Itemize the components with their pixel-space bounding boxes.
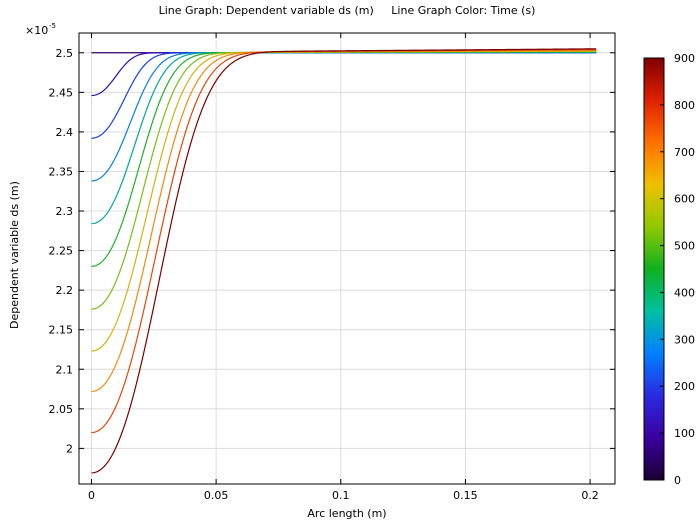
series-lines	[91, 48, 597, 474]
colorbar-tick-label: 500	[674, 240, 695, 253]
x-axis-ticks: 0 0.05 0.1 0.15 0.2	[88, 33, 599, 502]
y-tick-label: 2.05	[49, 403, 74, 416]
y-tick-label: 2	[66, 442, 73, 455]
colorbar-gradient	[643, 57, 665, 481]
x-tick-label: 0	[88, 489, 95, 502]
x-tick-label: 0.2	[581, 489, 599, 502]
colorbar-tick-label: 700	[674, 146, 695, 159]
colorbar-tick-label: 800	[674, 99, 695, 112]
x-tick-label: 0.1	[332, 489, 350, 502]
y-tick-label: 2.25	[49, 245, 74, 258]
colorbar-tick-label: 200	[674, 380, 695, 393]
colorbar-ticks: 0 100 200 300 400 500 600 700 800 900	[660, 52, 695, 487]
y-multiplier: ×10 -5	[25, 22, 56, 37]
y-tick-label: 2.4	[56, 126, 74, 139]
y-tick-label: 2.45	[49, 86, 74, 99]
series-line	[91, 48, 597, 474]
plot-area: 0 0.05 0.1 0.15 0.2 2 2.05 2.1 2.15 2.2 2.25 2.3 2.…	[49, 32, 616, 502]
colorbar-tick-label: 400	[674, 286, 695, 299]
colorbar-tick-label: 300	[674, 333, 695, 346]
x-tick-label: 0.05	[204, 489, 229, 502]
y-axis-label: Dependent variable ds (m)	[8, 181, 21, 329]
colorbar-tick-label: 0	[674, 474, 681, 487]
chart-title: Line Graph: Dependent variable ds (m) Li…	[159, 4, 536, 17]
colorbar: 0 100 200 300 400 500 600 700 800 900	[643, 52, 695, 487]
y-tick-label: 2.15	[49, 324, 74, 337]
x-axis-label: Arc length (m)	[307, 507, 386, 520]
y-tick-label: 2.3	[56, 205, 74, 218]
y-axis-ticks: 2 2.05 2.1 2.15 2.2 2.25 2.3 2.35 2.4 2.45 2.5	[49, 47, 615, 455]
y-tick-label: 2.5	[56, 47, 74, 60]
y-tick-label: 2.35	[49, 165, 74, 178]
colorbar-tick-label: 600	[674, 193, 695, 206]
grid-lines	[79, 33, 615, 484]
y-multiplier-base: ×10	[25, 24, 48, 37]
x-tick-label: 0.15	[453, 489, 478, 502]
plot-frame	[78, 32, 616, 485]
colorbar-tick-label: 900	[674, 52, 695, 65]
y-tick-label: 2.2	[56, 284, 74, 297]
y-tick-label: 2.1	[56, 363, 74, 376]
y-multiplier-exponent: -5	[49, 22, 56, 30]
colorbar-tick-label: 100	[674, 427, 695, 440]
